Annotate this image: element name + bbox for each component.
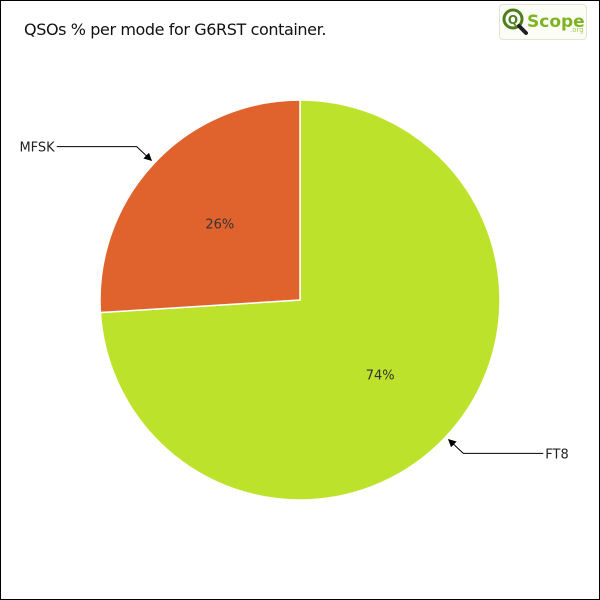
callout-line-mfsk: [56, 146, 153, 162]
pie-slice-mfsk: [99, 99, 301, 314]
logo-org: .org: [570, 26, 584, 34]
magnifier-logo-icon: Q Scope .org: [502, 8, 585, 35]
logo-q: Q: [508, 13, 518, 27]
chart-title: QSOs % per mode for G6RST container.: [24, 20, 327, 39]
pie-percent-label-ft8: 74%: [366, 368, 395, 383]
callout-line-ft8: [447, 438, 544, 454]
slice-label-mfsk: MFSK: [19, 141, 55, 156]
qscope-logo[interactable]: Q Scope .org: [499, 4, 587, 40]
slice-label-ft8: FT8: [545, 447, 568, 462]
logo-scope: Scope: [527, 12, 585, 32]
pie-percent-label-mfsk: 26%: [205, 218, 234, 233]
